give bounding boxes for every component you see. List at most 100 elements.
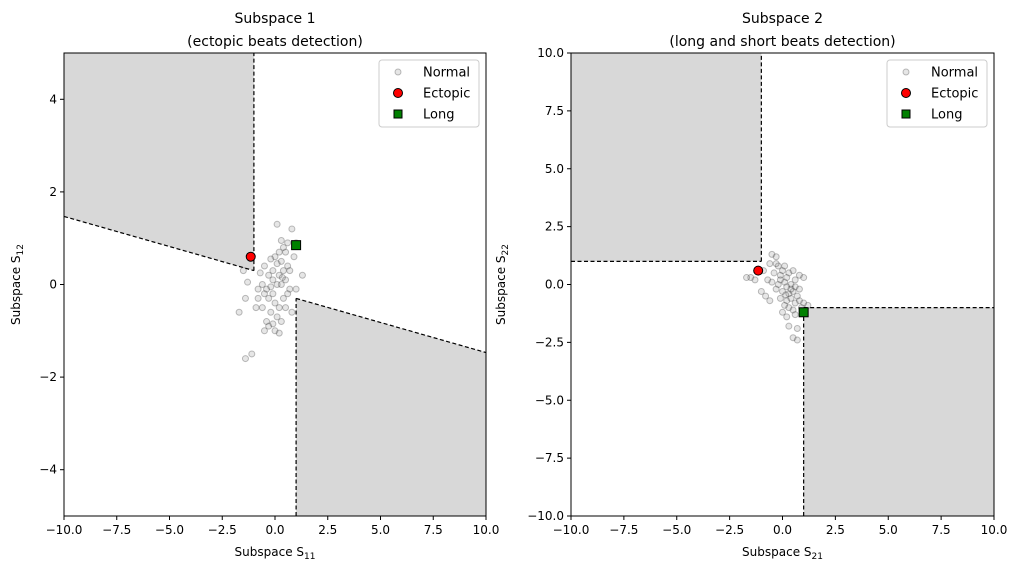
point-normal <box>260 290 268 298</box>
legend-box <box>378 59 480 128</box>
point-normal <box>776 271 784 279</box>
x-tick-label: 10.0 <box>981 523 1008 537</box>
point-normal <box>770 269 778 277</box>
point-normal <box>275 304 283 312</box>
point-normal <box>793 324 801 332</box>
point-normal <box>278 274 286 282</box>
point-normal <box>269 276 277 284</box>
legend: Normal Ectopic Long <box>378 59 480 128</box>
point-normal <box>256 269 264 277</box>
chart-subtitle: (ectopic beats detection) <box>187 34 363 50</box>
point-normal <box>791 311 799 319</box>
point-normal <box>783 297 791 305</box>
point-normal <box>282 276 290 284</box>
x-axis-label: Subspace S11 <box>235 545 316 562</box>
point-normal <box>791 276 799 284</box>
point-normal <box>785 322 793 330</box>
point-normal <box>795 285 803 293</box>
point-normal <box>776 294 784 302</box>
point-normal <box>239 267 247 275</box>
point-normal <box>267 283 275 291</box>
x-tick-label: 7.5 <box>932 523 951 537</box>
point-normal <box>284 239 292 247</box>
point-normal <box>265 271 273 279</box>
point-normal <box>743 274 751 282</box>
x-tick-label: −10.0 <box>46 523 83 537</box>
point-normal <box>793 292 801 300</box>
y-tick-label: 0.0 <box>545 278 564 292</box>
point-normal <box>273 220 281 228</box>
point-normal <box>244 278 252 286</box>
point-normal <box>789 306 797 314</box>
y-tick-label: 5.0 <box>545 162 564 176</box>
point-normal <box>279 243 287 251</box>
point-normal <box>290 253 298 261</box>
point-normal <box>277 318 285 326</box>
point-normal <box>774 281 782 288</box>
legend-marker-long <box>393 109 403 119</box>
x-tick-label: 2.5 <box>826 523 845 537</box>
point-normal <box>260 262 268 270</box>
point-normal <box>252 304 260 312</box>
point-normal <box>235 308 243 316</box>
legend-marker-normal <box>902 68 910 76</box>
point-normal <box>764 276 772 284</box>
point-normal <box>772 253 780 261</box>
point-normal <box>267 255 275 263</box>
point-normal <box>271 327 279 335</box>
point-normal <box>751 276 759 284</box>
point-normal <box>263 285 271 293</box>
x-tick-label: −7.5 <box>609 523 638 537</box>
point-normal <box>271 299 279 307</box>
point-normal <box>789 287 797 295</box>
point-normal <box>273 260 281 268</box>
point-normal <box>286 285 294 293</box>
point-normal <box>800 299 808 307</box>
point-normal <box>791 283 799 291</box>
point-normal <box>260 327 268 335</box>
point-normal <box>282 248 290 256</box>
subplot-2: −10.0 −7.5 −5.0 −2.5 0.0 2.5 5.0 7.5 10.0 −10.0 −7… <box>494 11 1007 562</box>
shaded-region <box>64 53 254 271</box>
x-tick-label: −5.0 <box>662 523 691 537</box>
x-tick-label: −2.5 <box>208 523 237 537</box>
point-normal <box>779 267 786 275</box>
point-normal <box>258 304 266 312</box>
x-tick-label: 2.5 <box>318 523 337 537</box>
x-tick-label: 7.5 <box>424 523 443 537</box>
chart-subtitle: (long and short beats detection) <box>669 34 895 50</box>
point-normal <box>298 271 306 279</box>
point-normal <box>284 290 292 298</box>
point-long <box>291 240 302 251</box>
point-normal <box>787 294 795 302</box>
y-tick-label: −7.5 <box>535 451 564 465</box>
point-normal <box>286 267 294 275</box>
legend-label-long: Long <box>931 108 962 123</box>
point-normal <box>795 271 803 279</box>
point-normal <box>785 290 793 298</box>
point-normal <box>785 269 793 277</box>
point-normal <box>277 237 285 245</box>
legend: Normal Ectopic Long <box>886 59 988 128</box>
legend-box <box>886 59 988 128</box>
point-normal <box>747 274 755 282</box>
point-normal <box>277 257 285 265</box>
point-normal <box>254 294 262 302</box>
x-tick-label: −10.0 <box>553 523 590 537</box>
y-tick-label: 7.5 <box>545 104 564 118</box>
point-normal <box>269 267 277 275</box>
y-tick-label: −10.0 <box>527 509 564 523</box>
legend-label-normal: Normal <box>423 66 470 81</box>
point-normal <box>254 285 262 293</box>
point-normal <box>772 285 780 293</box>
legend-marker-normal <box>394 68 402 76</box>
point-normal <box>793 336 801 344</box>
x-tick-label: −5.0 <box>155 523 184 537</box>
point-normal <box>275 329 283 337</box>
point-normal <box>789 267 797 275</box>
point-normal <box>791 299 799 307</box>
point-normal <box>781 278 789 286</box>
point-normal <box>263 318 271 326</box>
point-normal <box>787 281 795 288</box>
